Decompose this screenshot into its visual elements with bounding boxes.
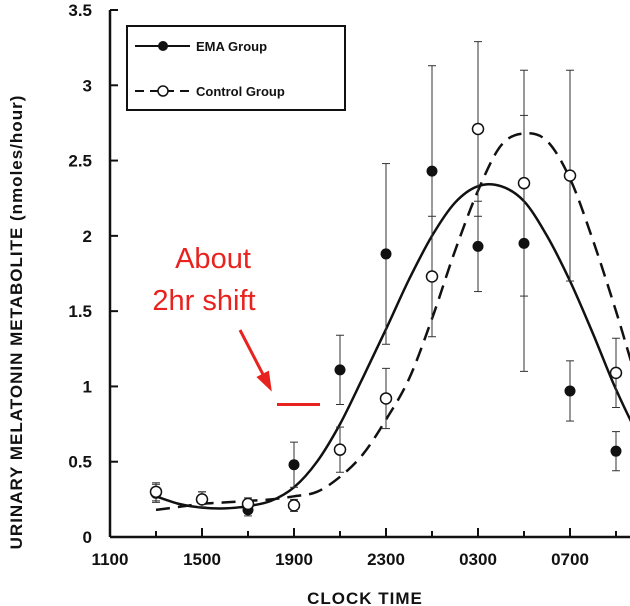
shift-annotation: About 2hr shift: [152, 243, 320, 406]
x-tick-labels: 1100 1500 1900 2300 0300 0700 1100: [92, 550, 589, 569]
ema-data-point: [610, 445, 622, 457]
data-points: [149, 122, 623, 516]
control-data-point: [609, 366, 623, 380]
ema-data-point: [472, 240, 484, 252]
control-data-point: [149, 485, 163, 499]
y-tick-label: 2: [83, 227, 92, 246]
ema-data-point: [426, 165, 438, 177]
x-tick-label: 0300: [459, 550, 497, 569]
legend-ema-marker: [158, 41, 168, 51]
ema-data-point: [380, 248, 392, 260]
legend-control-label: Control Group: [196, 84, 285, 99]
annotation-line-2: 2hr shift: [152, 285, 255, 317]
control-data-point: [287, 499, 301, 512]
y-tick-label: 3: [83, 76, 92, 95]
ema-data-point: [564, 385, 576, 397]
annotation-arrowhead: [256, 370, 272, 392]
control-fitted-curve: [155, 132, 630, 512]
legend: EMA Group Control Group: [126, 25, 346, 111]
error-bars: [152, 41, 620, 517]
x-tick-label: 1100: [92, 550, 129, 569]
control-data-point: [195, 493, 209, 506]
x-tick-label: 1500: [183, 550, 221, 569]
x-tick-label: 1900: [275, 550, 313, 569]
x-axis-title: CLOCK TIME: [307, 589, 423, 606]
ema-data-point: [334, 364, 346, 376]
control-data-point: [241, 497, 255, 511]
annotation-line-1: About: [175, 243, 251, 275]
ema-fitted-curve: [155, 182, 630, 510]
control-data-point: [379, 392, 393, 405]
y-tick-label: 3.5: [68, 1, 92, 20]
legend-ema-label: EMA Group: [196, 39, 267, 54]
y-tick-label: 1.5: [68, 302, 92, 321]
y-tick-label: 2.5: [68, 152, 92, 171]
control-data-point: [425, 270, 439, 283]
tick-marks: [109, 9, 617, 538]
legend-control-marker: [157, 85, 169, 97]
x-tick-label: 0700: [551, 550, 589, 569]
control-data-point: [471, 122, 485, 136]
x-tick-label: 2300: [367, 550, 405, 569]
control-data-point: [563, 169, 577, 182]
control-data-point: [333, 443, 347, 456]
y-tick-label: 1: [83, 377, 92, 396]
fitted-curves: [155, 132, 630, 512]
y-tick-label: 0.5: [68, 453, 92, 472]
ema-data-point: [518, 237, 530, 249]
y-tick-labels: 0 0.5 1 1.5 2 2.5 3 3.5: [68, 1, 92, 547]
ema-data-point: [288, 459, 300, 471]
y-tick-label: 0: [83, 528, 92, 547]
control-data-point: [517, 176, 531, 190]
axes: [108, 10, 630, 539]
y-axis-title: URINARY MELATONIN METABOLITE (nmoles/hou…: [7, 95, 26, 550]
